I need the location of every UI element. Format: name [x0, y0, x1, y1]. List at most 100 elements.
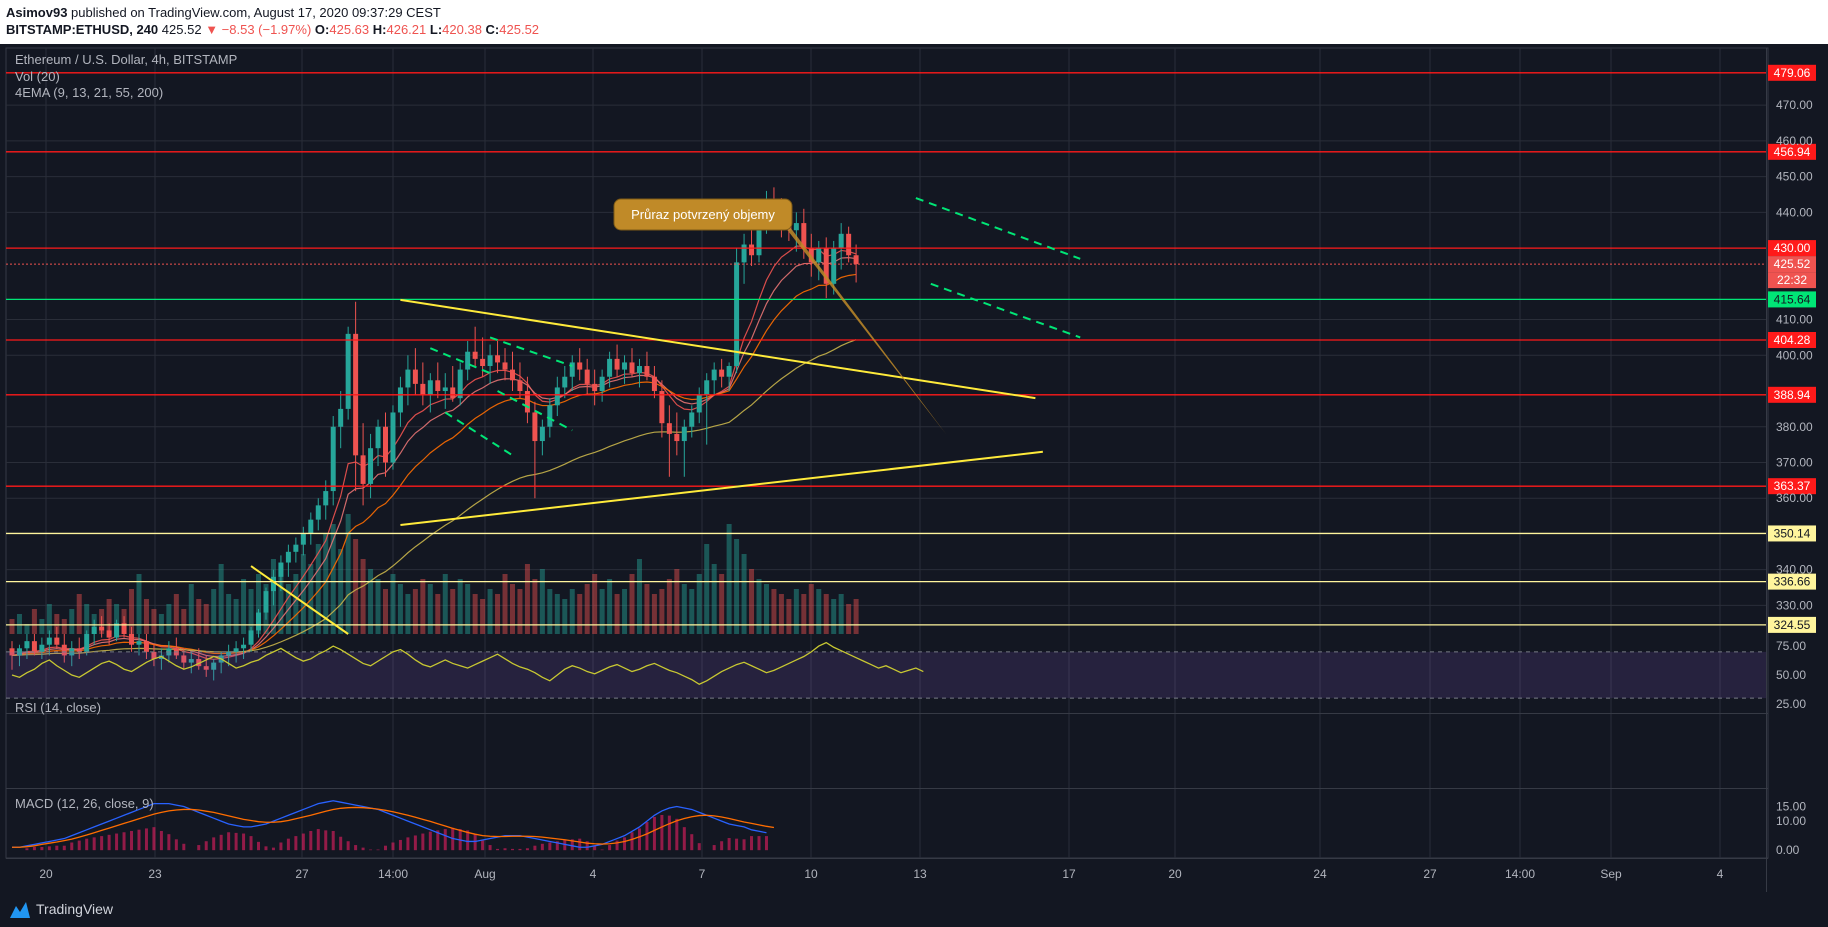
macd-histogram-bar	[271, 847, 275, 851]
volume-bar	[719, 574, 725, 634]
macd-histogram-bar	[555, 841, 559, 851]
price-tick-label: 370.00	[1776, 455, 1813, 469]
macd-histogram-bar	[354, 845, 358, 851]
volume-bar	[763, 584, 769, 634]
macd-histogram-bar	[204, 841, 208, 851]
low-label: L:	[429, 22, 443, 37]
price-tag	[1768, 291, 1816, 308]
candle-body	[651, 376, 657, 392]
time-tick-label: 7	[699, 867, 706, 881]
candle-body	[711, 369, 717, 381]
macd-histogram-bar	[645, 822, 649, 851]
macd-histogram-bar	[548, 842, 552, 851]
volume-bar	[487, 589, 493, 634]
candle-body	[838, 233, 844, 249]
chart-area[interactable]: 479.06 456.94 430.00 425.52 415.64 404.28 388.…	[0, 44, 1828, 892]
macd-histogram-bar	[727, 838, 731, 851]
volume-bar	[838, 594, 844, 634]
volume-bar	[368, 569, 374, 634]
volume-bar	[771, 589, 777, 634]
volume-bar	[644, 584, 650, 634]
volume-bar	[390, 574, 396, 634]
macd-histogram-bar	[115, 833, 119, 851]
channel-line	[489, 336, 573, 367]
candle-body	[390, 412, 396, 463]
volume-bar	[375, 579, 381, 634]
candle-body	[39, 644, 45, 652]
candle-body	[106, 630, 112, 638]
volume-bar	[129, 589, 135, 634]
candle-body	[121, 623, 127, 634]
rsi-band	[6, 651, 1766, 699]
candle-body	[846, 233, 852, 256]
candle-body	[719, 369, 725, 377]
macd-histogram-bar	[227, 832, 231, 851]
volume-bar	[39, 619, 45, 634]
candle-body	[285, 551, 291, 563]
candle-body	[54, 637, 60, 645]
macd-histogram-bar	[309, 830, 313, 851]
candle-body	[607, 358, 613, 377]
candle-body	[24, 641, 30, 649]
macd-histogram-bar	[398, 839, 402, 851]
candle-body	[487, 355, 493, 367]
macd-histogram-bar	[197, 845, 201, 851]
volume-bar	[846, 604, 852, 634]
candle-body	[741, 244, 747, 263]
volume-bar	[188, 584, 194, 634]
volume-bar	[435, 594, 441, 634]
volume-bar	[31, 609, 37, 634]
candle-body	[562, 376, 568, 388]
volume-bar	[203, 604, 209, 634]
tradingview-brand: TradingView	[36, 901, 114, 917]
volume-bar	[69, 609, 75, 634]
callout-text: Průraz potvrzený objemy	[631, 207, 775, 222]
macd-histogram-bar	[159, 830, 163, 851]
candle-body	[674, 433, 680, 442]
macd-histogram-bar	[346, 841, 350, 851]
time-tick-label: 17	[1062, 867, 1076, 881]
price-tag-label: 388.94	[1774, 388, 1811, 402]
grid	[6, 48, 1766, 858]
price-tag-label: 350.14	[1774, 526, 1811, 540]
annotation-callout[interactable]: Průraz potvrzený objemy	[613, 198, 946, 434]
candle-body	[480, 358, 486, 367]
candle-body	[435, 380, 441, 392]
macd-histogram-bar	[518, 848, 522, 851]
macd-histogram-bar	[690, 834, 694, 851]
macd-histogram-bar	[570, 839, 574, 851]
callout-pointer	[785, 227, 946, 434]
macd-tick-label: 15.00	[1776, 800, 1806, 814]
macd-histogram-bar	[279, 842, 283, 851]
candle-body	[726, 366, 732, 377]
candle-body	[383, 426, 388, 463]
macd-histogram-bar	[488, 845, 492, 851]
macd-histogram-bar	[130, 830, 134, 851]
candle-body	[196, 659, 202, 667]
volume-bar	[472, 594, 478, 634]
volume-bar	[547, 589, 553, 634]
time-tick-label: 24	[1313, 867, 1327, 881]
volume-bar	[330, 524, 336, 634]
trendline	[250, 565, 349, 635]
macd-histogram-bar	[55, 845, 59, 851]
macd-histogram-bar	[428, 831, 432, 851]
volume-bar	[300, 554, 306, 634]
candle-body	[831, 248, 837, 284]
candle-body	[450, 387, 456, 399]
price-tag-label: 363.37	[1774, 479, 1811, 493]
macd-histogram-bar	[630, 832, 634, 851]
author-name[interactable]: Asimov93	[6, 5, 68, 20]
candle-body	[323, 491, 329, 506]
volume-bar	[734, 539, 740, 634]
channel-line	[497, 390, 573, 432]
candle-body	[31, 641, 37, 652]
candle-body	[233, 648, 239, 652]
volume-bar	[801, 594, 807, 634]
macd-histogram-bar	[122, 832, 126, 851]
volume-bar	[495, 594, 501, 634]
candle-body	[211, 662, 217, 670]
candle-body	[278, 562, 284, 577]
price-tag	[1768, 240, 1816, 257]
candle-body	[188, 659, 194, 663]
